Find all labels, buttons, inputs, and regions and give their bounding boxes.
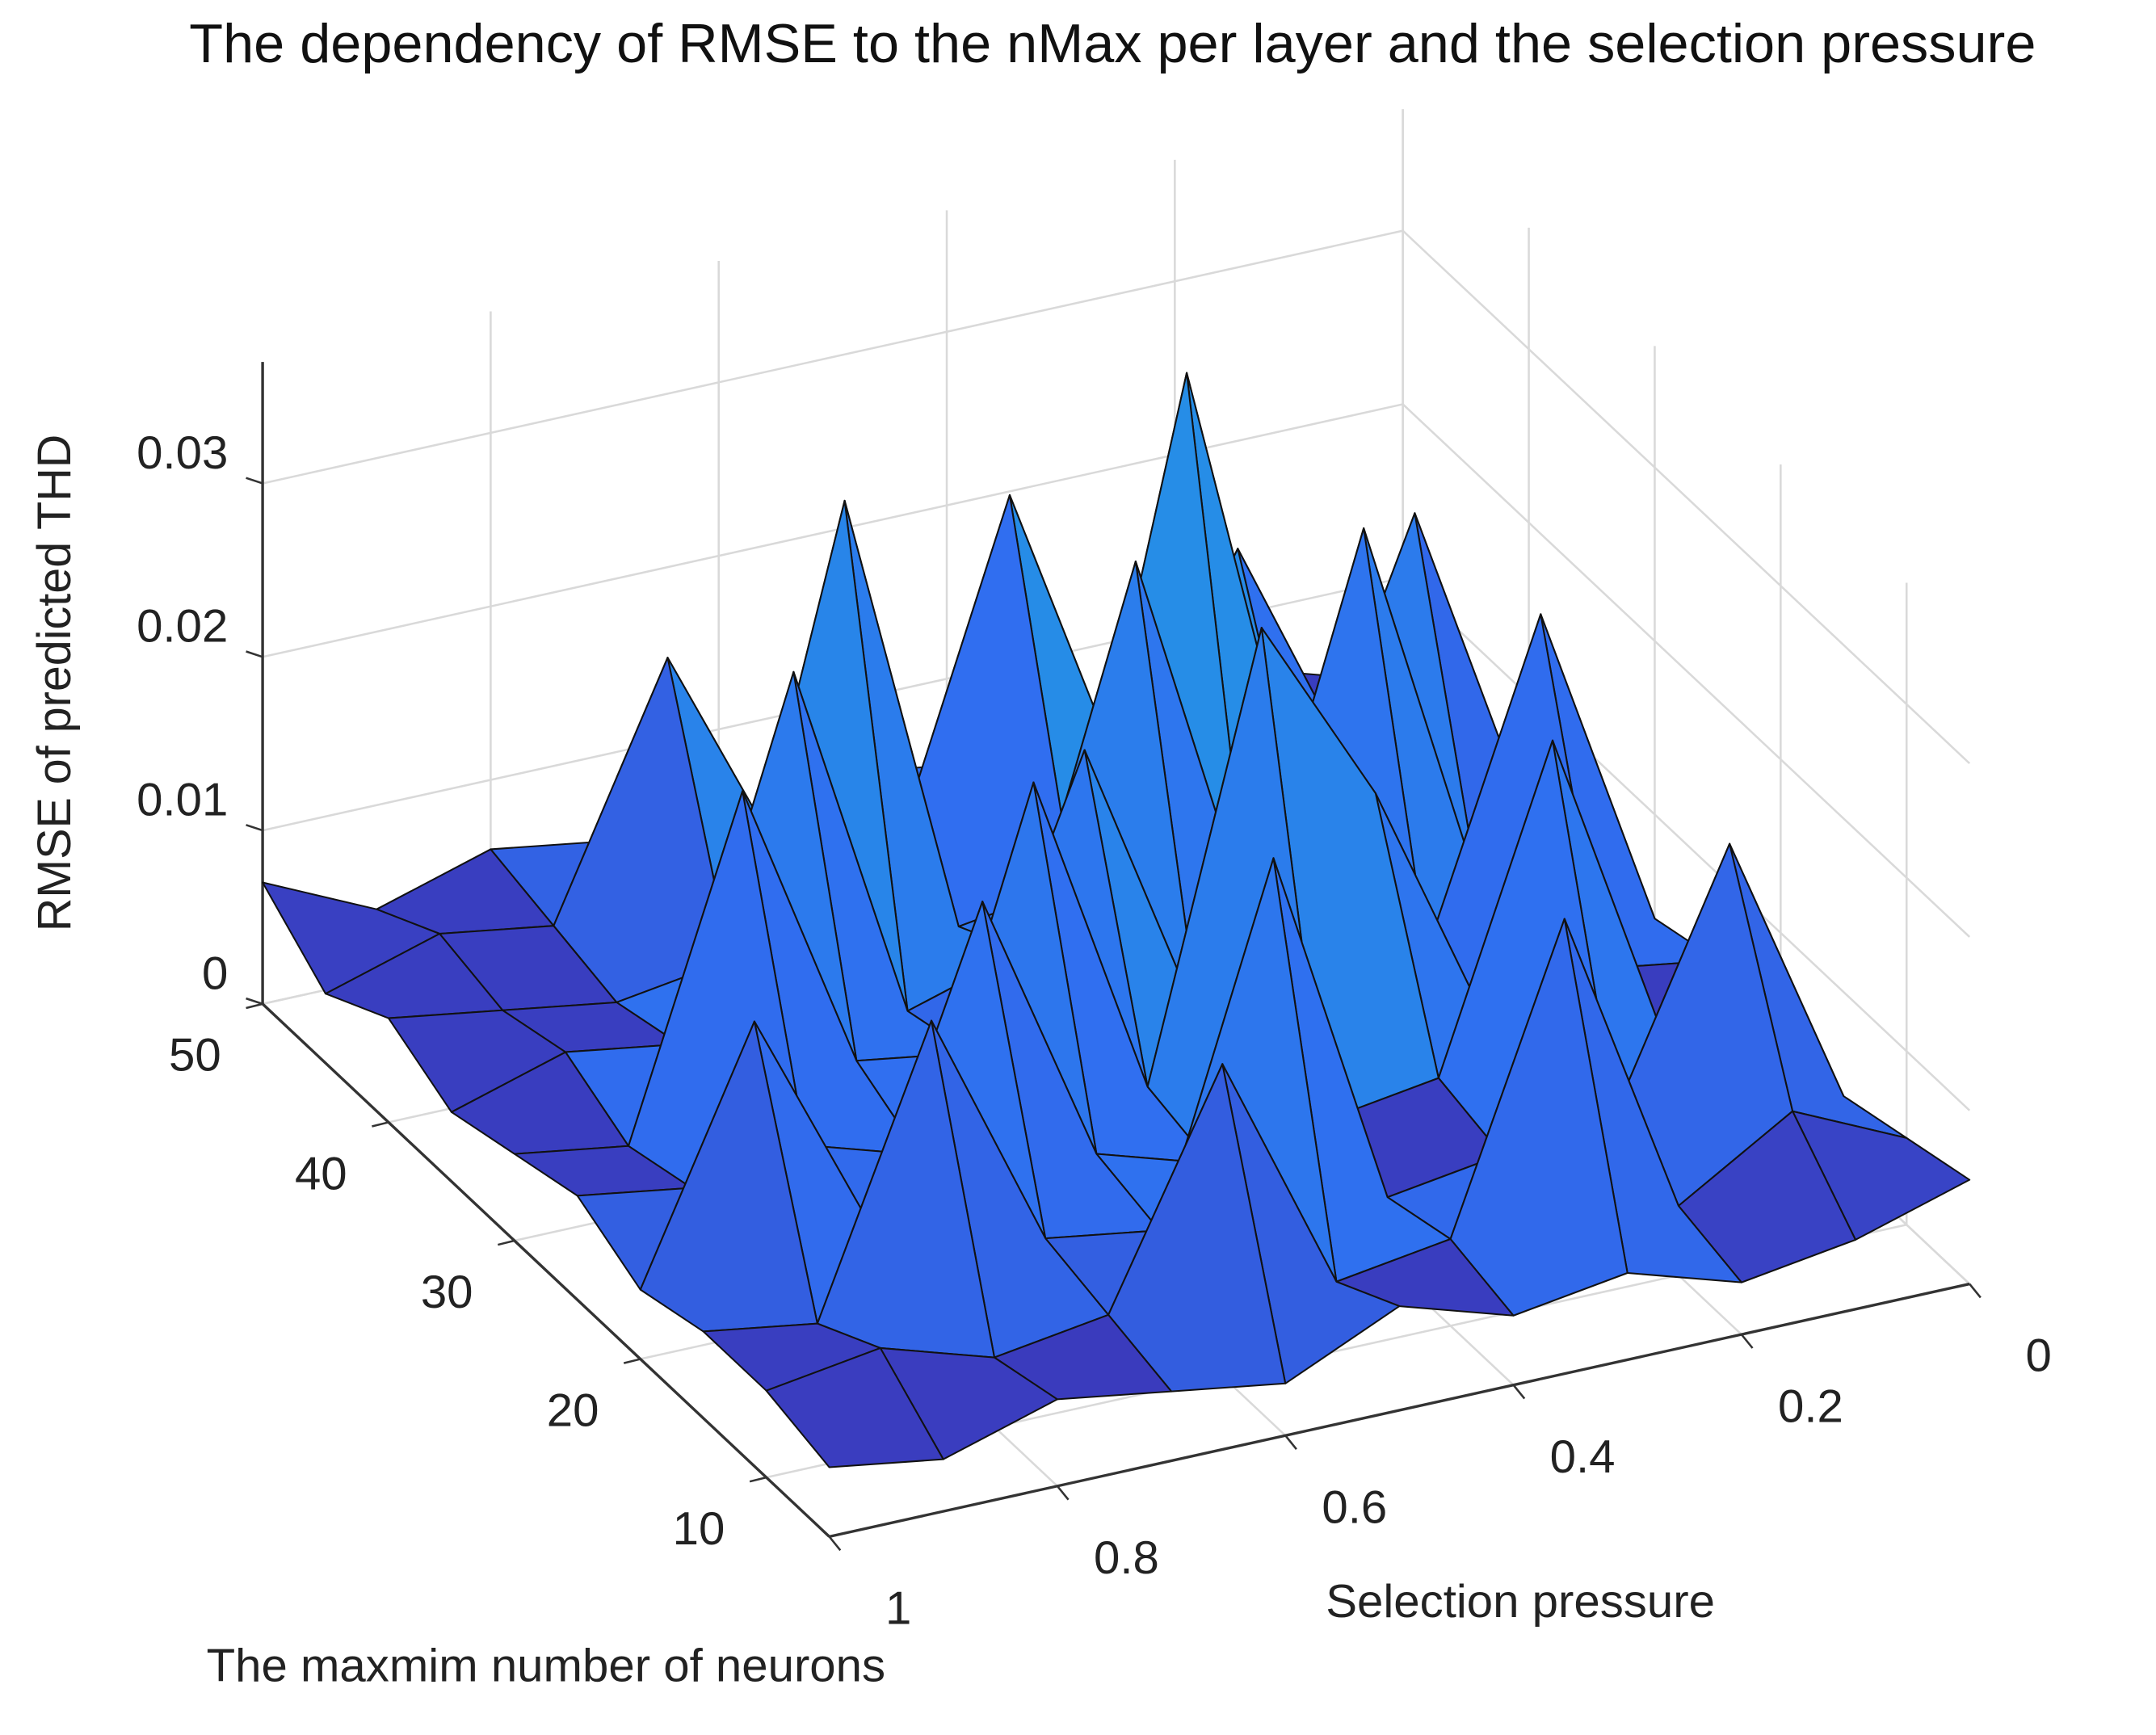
x-tick [1740,1334,1754,1349]
x-tick-label: 0.6 [1322,1482,1387,1534]
x-tick-label: 0 [2026,1330,2052,1382]
x-tick [1969,1283,1982,1299]
y-tick-label: 50 [169,1030,221,1082]
chart-title: The dependency of RMSE to the nMax per l… [189,13,2036,74]
z-tick-label: 0 [202,948,228,1000]
axis-line [261,1002,830,1538]
y-tick [623,1358,641,1364]
x-tick-label: 1 [885,1583,911,1635]
x-tick [1056,1485,1070,1501]
grid-line [1402,403,1971,938]
axis-line [829,1282,1970,1539]
grid-line [262,229,1403,485]
grid-line [1402,577,1971,1111]
z-tick [246,650,263,658]
plot: The dependency of RMSE to the nMax per l… [29,13,2052,1691]
z-tick-label: 0.02 [137,601,228,653]
x-axis-label: Selection pressure [1326,1576,1715,1628]
y-tick [246,1002,263,1010]
y-tick-label: 20 [547,1385,599,1437]
y-tick [372,1121,389,1128]
y-tick [498,1239,515,1246]
y-tick-label: 10 [673,1503,725,1555]
y-tick [749,1476,767,1483]
x-tick [1284,1435,1297,1450]
y-tick-label: 30 [421,1267,473,1318]
grid-line [262,403,1403,658]
z-tick-label: 0.03 [137,427,228,479]
surface-face [765,1346,944,1468]
y-axis-label: The maxmim number of neurons [207,1640,886,1692]
x-tick-label: 0.8 [1094,1532,1159,1584]
x-tick-label: 0.4 [1550,1431,1616,1483]
z-axis-label: RMSE of predicted THD [29,435,81,932]
z-tick [246,477,263,485]
grid-line [1402,229,1971,765]
x-tick [828,1535,842,1552]
z-tick [246,824,263,832]
z-tick-label: 0.01 [137,775,228,826]
y-tick-label: 40 [295,1149,347,1200]
z-tick [246,997,263,1006]
x-tick [1512,1384,1526,1400]
x-tick-label: 0.2 [1778,1381,1843,1433]
